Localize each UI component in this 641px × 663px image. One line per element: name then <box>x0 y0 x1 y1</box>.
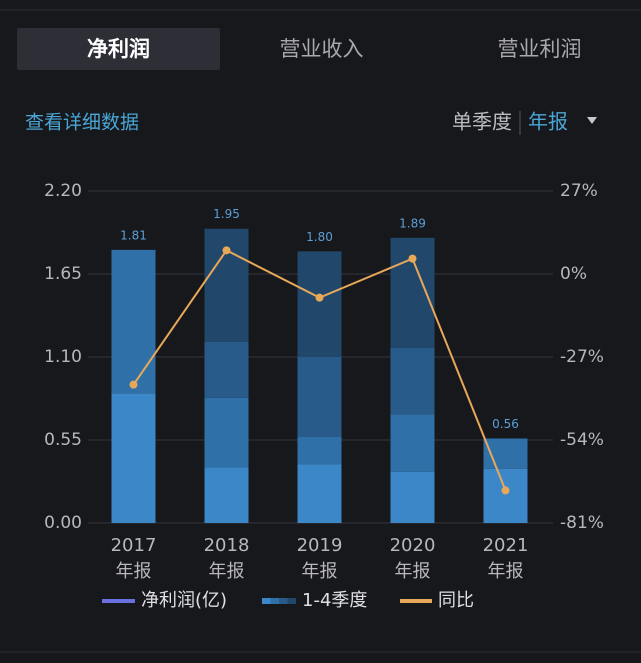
legend-label: 同比 <box>438 590 474 611</box>
bar-total-label: 1.81 <box>120 228 147 242</box>
y-tick-label: 0.55 <box>44 430 82 450</box>
y-tick-label: 2.20 <box>44 181 82 201</box>
tab[interactable]: 营业利润 <box>498 37 582 61</box>
yoy-point <box>315 293 324 302</box>
yoy-point <box>408 254 417 263</box>
yoy-point <box>129 380 138 389</box>
legend-label: 1-4季度 <box>302 590 367 611</box>
bar-segment <box>390 471 435 523</box>
x-tick-label: 2019 <box>297 535 343 556</box>
legend-marker <box>279 598 288 604</box>
y2-tick-label: -27% <box>560 347 604 367</box>
x-tick-period: 年报 <box>488 561 524 582</box>
x-tick-label: 2021 <box>483 535 529 556</box>
period-option[interactable]: 年报 <box>528 110 568 134</box>
tab[interactable]: 净利润 <box>87 37 150 61</box>
y2-tick-label: -54% <box>560 430 604 450</box>
x-tick-period: 年报 <box>302 561 338 582</box>
bar-segment <box>297 357 342 437</box>
bar-segment <box>297 436 342 465</box>
legend-marker <box>287 598 296 604</box>
bar-segment <box>204 228 249 342</box>
bar-total-label: 1.95 <box>213 207 240 221</box>
x-tick-period: 年报 <box>395 561 431 582</box>
x-tick-label: 2017 <box>111 535 157 556</box>
bar-segment <box>390 414 435 472</box>
bar-segment <box>297 464 342 523</box>
legend-marker <box>270 598 279 604</box>
x-tick-period: 年报 <box>116 561 152 582</box>
bar-segment <box>204 397 249 468</box>
bar-segment <box>111 393 156 523</box>
legend-marker <box>262 598 271 604</box>
y2-tick-label: 0% <box>560 264 587 284</box>
legend-label: 净利润(亿) <box>141 590 227 611</box>
y-tick-label: 1.65 <box>44 264 82 284</box>
yoy-point <box>501 486 510 495</box>
bar-segment <box>204 341 249 398</box>
tab-bar: 净利润 营业收入 营业利润 <box>17 28 582 70</box>
dropdown-arrow[interactable] <box>587 117 597 124</box>
bar-segment <box>483 468 528 523</box>
bar-total-label: 1.80 <box>306 230 333 244</box>
x-tick-period: 年报 <box>209 561 245 582</box>
bar-segment <box>390 237 435 348</box>
y2-tick-label: 27% <box>560 181 598 201</box>
yoy-point <box>222 246 231 255</box>
bar-total-label: 0.56 <box>492 417 519 431</box>
tab-selected-bg <box>17 28 220 70</box>
bar-segment <box>297 251 342 357</box>
period-option[interactable]: 单季度 <box>452 110 512 134</box>
bar-segment <box>204 467 249 523</box>
detail-link[interactable]: 查看详细数据 <box>25 112 139 134</box>
x-tick-label: 2020 <box>390 535 436 556</box>
y2-tick-label: -81% <box>560 513 604 533</box>
bar-segment <box>111 249 156 394</box>
legend: 净利润(亿) 1-4季度 同比 <box>102 590 474 611</box>
bar-total-label: 1.89 <box>399 216 426 230</box>
x-tick-label: 2018 <box>204 535 250 556</box>
y-tick-label: 0.00 <box>44 513 82 533</box>
period-toggle: 单季度 年报 <box>452 110 568 135</box>
tab[interactable]: 营业收入 <box>280 37 364 61</box>
bar-segment <box>390 347 435 415</box>
chart: 0.00 0.55 1.10 1.65 2.20 -81% -54% -27% 0% 27% 1.8… <box>44 181 604 582</box>
y-tick-label: 1.10 <box>44 347 82 367</box>
